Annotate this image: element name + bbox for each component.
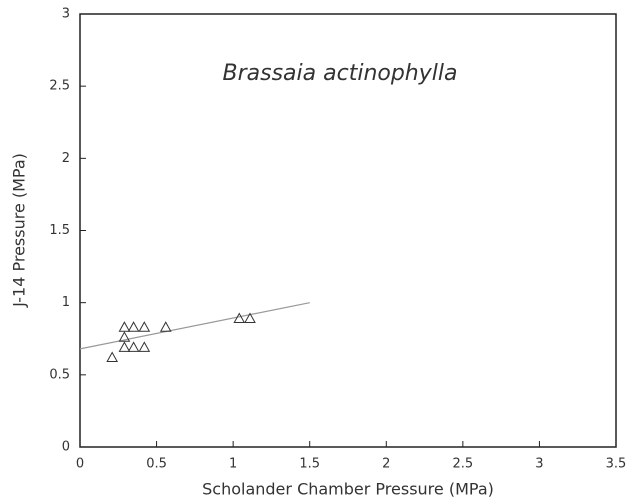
- y-tick-label: 0.5: [49, 367, 70, 382]
- data-point: [118, 341, 131, 352]
- data-point: [127, 341, 140, 352]
- x-tick-label: 2: [382, 457, 390, 472]
- x-tick-label: 0: [76, 457, 84, 472]
- data-point: [106, 351, 119, 363]
- data-point: [138, 321, 151, 332]
- x-tick-label: 2.5: [453, 457, 474, 472]
- x-axis-title: Scholander Chamber Pressure (MPa): [202, 480, 494, 499]
- x-tick-label: 1: [229, 457, 237, 472]
- x-tick-label: 1.5: [299, 457, 320, 472]
- data-point: [127, 321, 140, 332]
- y-tick-label: 3: [62, 7, 70, 22]
- y-axis-title: J-14 Pressure (MPa): [10, 153, 29, 308]
- y-tick-label: 1.5: [49, 223, 70, 238]
- y-tick-label: 2.5: [49, 79, 70, 94]
- data-point: [233, 312, 246, 324]
- y-tick-label: 0: [62, 440, 70, 455]
- data-point: [138, 341, 151, 352]
- data-point: [159, 321, 172, 332]
- x-tick-label: 3.5: [606, 457, 627, 472]
- fit-line: [79, 302, 310, 350]
- data-point: [118, 321, 131, 332]
- x-tick-label: 0.5: [146, 457, 167, 472]
- y-tick-label: 2: [62, 151, 70, 166]
- chart-title: Brassaia actinophylla: [223, 61, 458, 86]
- x-tick-label: 3: [535, 457, 543, 472]
- data-point: [118, 331, 131, 342]
- y-tick-label: 1: [62, 295, 70, 310]
- data-point: [244, 312, 256, 324]
